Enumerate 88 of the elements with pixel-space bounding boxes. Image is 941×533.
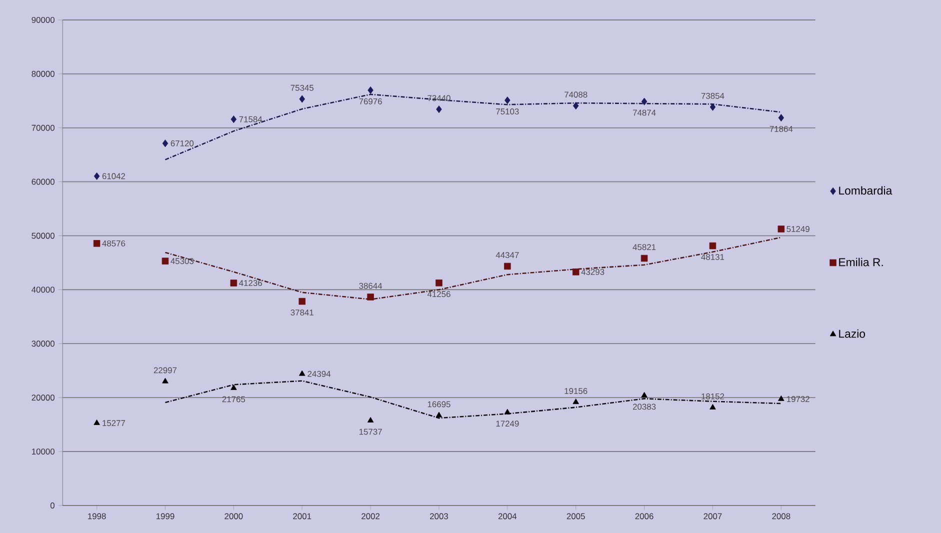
y-tick-label: 50000 xyxy=(32,232,55,239)
x-tick-label: 2003 xyxy=(430,513,448,520)
x-tick-label: 2005 xyxy=(566,513,585,520)
point xyxy=(367,293,374,300)
x-tick-label: 1999 xyxy=(156,513,174,520)
data-label: 41236 xyxy=(239,280,262,286)
line-series xyxy=(164,236,782,300)
data-label: 74088 xyxy=(564,91,588,98)
point xyxy=(572,268,580,276)
point xyxy=(162,139,168,147)
point xyxy=(572,398,579,404)
data-label: 45303 xyxy=(170,258,194,264)
x-tick-label: 2008 xyxy=(772,513,790,520)
point xyxy=(298,298,306,305)
point xyxy=(162,378,168,384)
y-tick-label: 40000 xyxy=(32,286,55,292)
y-tick-label: 90000 xyxy=(32,16,55,23)
data-label: 38644 xyxy=(359,282,382,289)
y-tick-label: 20000 xyxy=(32,394,55,400)
point xyxy=(640,254,648,262)
point xyxy=(778,225,785,232)
data-label: 43293 xyxy=(581,268,604,275)
legend-label: Emilia R. xyxy=(839,258,883,266)
data-label: 16695 xyxy=(428,401,450,408)
point xyxy=(94,419,100,425)
y-tick-label: 10000 xyxy=(32,448,55,454)
data-label: 71584 xyxy=(239,116,262,122)
point xyxy=(436,279,442,286)
point xyxy=(778,114,784,122)
point xyxy=(367,416,374,422)
data-label: 22997 xyxy=(154,367,177,374)
point xyxy=(436,105,442,113)
point xyxy=(504,96,510,104)
data-label: 45821 xyxy=(632,244,656,250)
point xyxy=(230,279,238,286)
data-label: 67120 xyxy=(170,140,194,146)
point xyxy=(710,404,716,410)
point xyxy=(230,115,237,123)
point xyxy=(230,384,237,390)
y-tick-label: 70000 xyxy=(32,124,55,131)
point xyxy=(162,258,169,264)
point xyxy=(504,262,511,270)
data-label: 24394 xyxy=(308,370,331,377)
legend-label: Lombardia xyxy=(839,186,892,194)
data-label: 75103 xyxy=(496,108,519,114)
point xyxy=(572,102,579,110)
data-label: 19156 xyxy=(564,388,588,394)
y-tick-label: 0 xyxy=(50,502,55,508)
x-tick-label: 2002 xyxy=(362,513,380,520)
point xyxy=(778,395,784,401)
point xyxy=(368,86,374,94)
x-tick-label: 2001 xyxy=(293,513,312,520)
point xyxy=(641,98,648,106)
data-label: 75345 xyxy=(290,84,314,91)
data-label: 51249 xyxy=(786,226,810,232)
x-tick-label: 2007 xyxy=(704,513,722,520)
point xyxy=(504,408,511,414)
data-label: 15737 xyxy=(359,428,382,435)
data-label: 20383 xyxy=(632,404,656,410)
data-label: 37841 xyxy=(290,309,314,316)
point xyxy=(709,242,716,249)
data-label: 15277 xyxy=(102,420,126,426)
x-tick-label: 2004 xyxy=(498,513,517,520)
data-label: 74874 xyxy=(632,110,656,116)
point xyxy=(641,392,648,398)
data-label: 73440 xyxy=(428,94,450,101)
x-tick-label: 2000 xyxy=(224,513,243,520)
data-label: 44347 xyxy=(496,252,519,258)
point xyxy=(710,103,716,111)
point xyxy=(436,412,442,418)
data-label: 73854 xyxy=(701,92,724,99)
point xyxy=(94,172,100,180)
point xyxy=(299,95,305,103)
line-series xyxy=(164,380,782,419)
y-tick-label: 30000 xyxy=(32,340,55,346)
x-tick-label: 2006 xyxy=(635,513,654,520)
data-label: 48576 xyxy=(102,240,126,246)
data-label: 17249 xyxy=(496,420,519,426)
data-label: 61042 xyxy=(102,172,126,179)
point xyxy=(93,240,100,247)
y-tick-label: 80000 xyxy=(32,70,55,77)
data-label: 41256 xyxy=(427,290,450,297)
data-label: 76976 xyxy=(359,98,382,104)
data-label: 48131 xyxy=(701,254,724,260)
y-tick-label: 60000 xyxy=(32,178,55,185)
x-tick-label: 1998 xyxy=(88,513,106,520)
legend-label: Lazio xyxy=(839,329,866,338)
point xyxy=(298,370,306,376)
